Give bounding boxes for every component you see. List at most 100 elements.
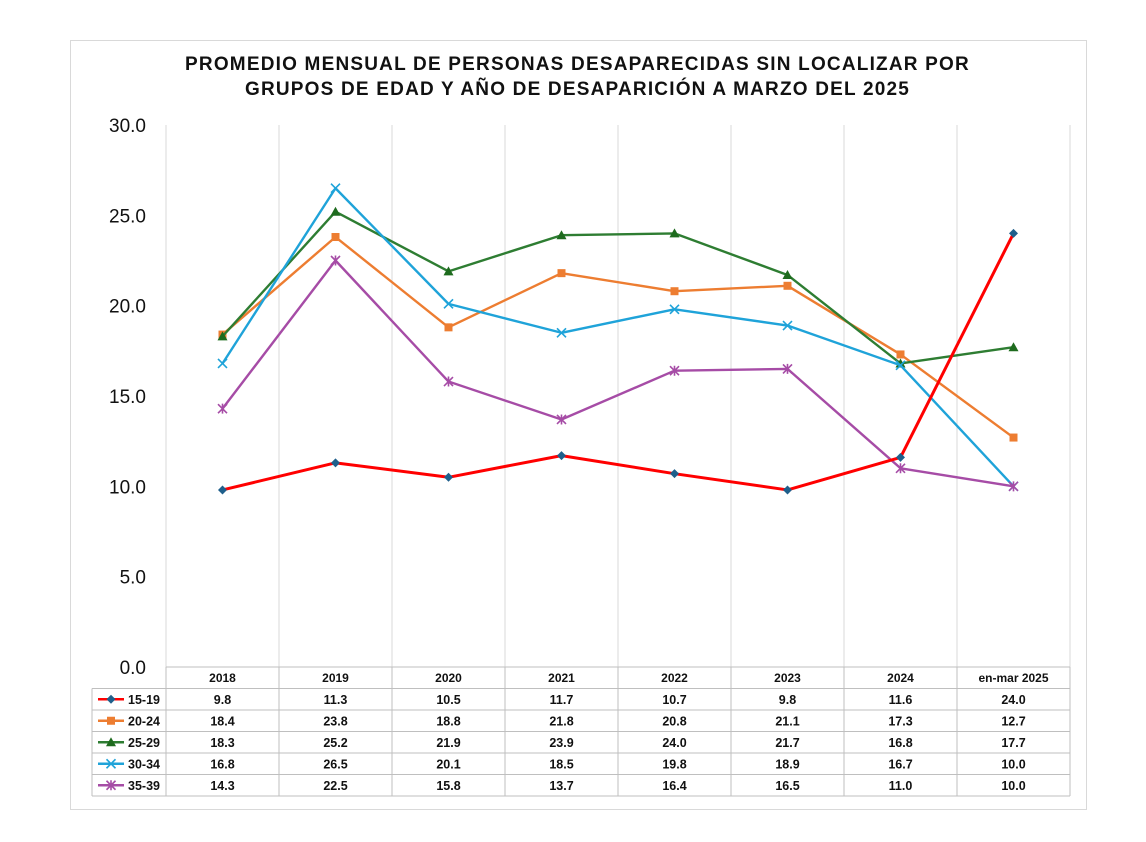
data-point-20-24 [896,350,905,359]
table-cell: 20.1 [436,757,460,771]
data-point-15-19 [218,485,227,495]
table-cell: 16.5 [775,779,799,793]
data-point-35-39 [443,376,454,387]
legend-marker-30-34 [105,758,117,769]
legend-label-35-39: 35-39 [128,779,160,793]
data-point-15-19 [783,485,792,495]
data-point-20-24 [331,233,340,242]
table-cell: 22.5 [323,779,347,793]
data-point-35-39 [782,363,793,374]
table-cell: 16.8 [888,736,912,750]
table-cell: 25.2 [323,736,347,750]
x-category-label: 2022 [661,671,688,685]
y-tick-label: 20.0 [109,297,146,318]
data-point-25-29 [217,331,228,341]
data-point-25-29 [782,269,793,279]
data-point-35-39 [1008,481,1019,492]
table-cell: 10.7 [662,693,686,707]
table-cell: 11.6 [889,693,913,707]
chart-title-line-1: PROMEDIO MENSUAL DE PERSONAS DESAPARECID… [185,54,970,75]
table-cell: 13.7 [549,779,573,793]
y-tick-label: 10.0 [109,477,146,498]
table-cell: 10.0 [1001,757,1025,771]
legend-marker-20-24 [107,716,115,725]
table-cell: 21.8 [549,714,573,728]
data-point-30-34 [895,360,906,371]
table-cell: 23.9 [549,736,573,750]
legend-marker-15-19 [106,694,116,704]
legend-marker-35-39 [105,780,117,791]
table-cell: 10.0 [1001,779,1025,793]
data-point-30-34 [443,298,454,309]
table-cell: 11.3 [324,693,348,707]
data-point-35-39 [556,414,567,425]
x-category-label: 2024 [887,671,914,685]
data-point-30-34 [217,358,228,369]
table-cell: 11.0 [889,779,913,793]
y-tick-label: 0.0 [120,658,146,679]
table-cell: 18.5 [549,757,573,771]
table-cell: 12.7 [1001,714,1025,728]
y-tick-label: 5.0 [120,568,146,589]
x-category-label: 2021 [548,671,575,685]
table-cell: 16.8 [210,757,234,771]
data-point-15-19 [670,469,679,479]
series-line-30-34 [221,187,1015,488]
series-line-15-19 [222,232,1015,492]
table-cell: 14.3 [210,779,234,793]
table-cell: 21.1 [775,714,799,728]
data-point-15-19 [444,472,453,482]
x-category-label: 2020 [435,671,462,685]
x-category-label: 2018 [209,671,236,685]
data-point-25-29 [1008,342,1019,352]
table-cell: 20.8 [662,714,686,728]
data-point-20-24 [1009,433,1018,442]
table-cell: 17.7 [1001,736,1025,750]
data-point-25-29 [556,230,567,240]
table-cell: 19.8 [662,757,686,771]
data-point-30-34 [782,320,793,331]
data-point-15-19 [331,458,340,468]
table-cell: 24.0 [662,736,686,750]
data-point-20-24 [557,269,566,278]
data-point-35-39 [895,463,906,474]
x-category-label: en-mar 2025 [978,671,1048,685]
x-category-label: 2023 [774,671,801,685]
table-cell: 26.5 [323,757,347,771]
table-cell: 23.8 [323,714,347,728]
y-tick-label: 25.0 [109,206,146,227]
table-cell: 21.7 [775,736,799,750]
series-line-20-24 [221,235,1015,439]
y-tick-label: 15.0 [109,387,146,408]
table-cell: 10.5 [436,693,460,707]
data-point-30-34 [669,304,680,315]
table-cell: 17.3 [888,714,912,728]
data-point-35-39 [330,255,341,266]
data-point-30-34 [330,183,341,194]
data-point-30-34 [556,327,567,338]
legend-label-25-29: 25-29 [128,736,160,750]
table-cell: 11.7 [550,693,574,707]
data-point-20-24 [444,323,453,332]
table-cell: 15.8 [436,779,460,793]
table-cell: 18.9 [775,757,799,771]
table-cell: 18.4 [210,714,234,728]
data-point-20-24 [783,281,792,290]
chart-title: PROMEDIO MENSUAL DE PERSONAS DESAPARECID… [70,52,1085,102]
data-point-15-19 [1009,228,1018,238]
data-point-25-29 [330,206,341,216]
table-cell: 24.0 [1001,693,1025,707]
table-cell: 16.7 [888,757,912,771]
table-cell: 9.8 [779,693,796,707]
data-point-25-29 [669,228,680,238]
data-point-15-19 [896,452,905,462]
legend-label-20-24: 20-24 [128,714,160,728]
series-line-35-39 [221,259,1014,488]
legend-label-15-19: 15-19 [128,693,160,707]
legend-marker-25-29 [106,737,116,747]
table-cell: 16.4 [662,779,686,793]
table-cell: 9.8 [214,693,231,707]
chart-title-line-2: GRUPOS DE EDAD Y AÑO DE DESAPARICIÓN A M… [244,79,911,100]
y-tick-label: 30.0 [109,116,146,137]
data-point-25-29 [443,266,454,276]
